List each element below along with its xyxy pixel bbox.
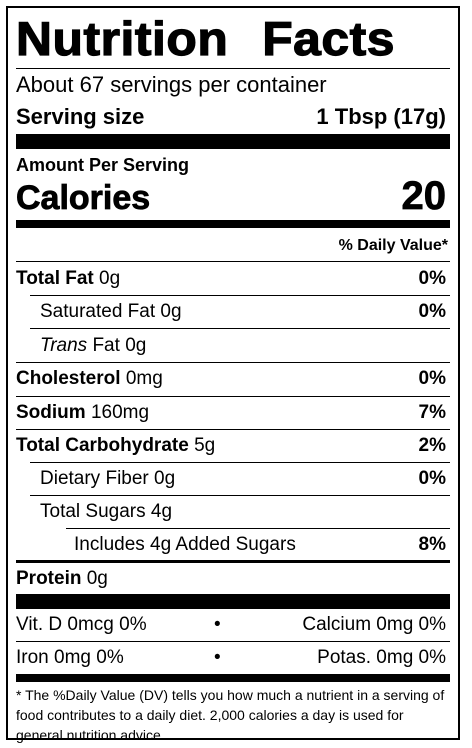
nutrient-row-trans-fat: Trans Fat 0g [40,333,450,359]
divider [30,328,450,329]
nutrient-amount: 4g [150,501,173,522]
divider [66,528,450,529]
nutrient-row-total-carbohydrate: Total Carbohydrate 5g 2% [16,433,450,459]
divider [30,295,450,296]
serving-size-value: 1 Tbsp (17g) [316,104,446,129]
nutrient-row-total-fat: Total Fat 0g 0% [16,266,450,292]
divider [16,68,450,69]
calories-row: Calories 20 [16,172,450,219]
nutrient-amount: 0g [160,301,182,322]
nutrient-label: Total Carbohydrate [16,435,189,456]
bullet-separator: • [214,647,221,668]
nutrient-row-saturated-fat: Saturated Fat 0g 0% [40,299,450,325]
label-title: Nutrition Facts [15,11,472,66]
nutrient-daily-value: 8% [418,534,446,555]
serving-size-row: Serving size 1 Tbsp (17g) [16,104,450,130]
nutrient-amount: 0g [86,568,108,589]
nutrient-row-sodium: Sodium 160mg 7% [16,400,450,426]
nutrition-facts-label: Nutrition Facts About 67 servings per con… [6,6,460,743]
divider [30,462,450,463]
divider [30,495,450,496]
micronutrient-iron: Iron 0mg 0% [16,647,124,668]
nutrient-label: Dietary Fiber [40,468,149,489]
nutrient-amount: 5g [194,435,216,456]
thick-divider [16,594,450,609]
daily-value-header-row: % Daily Value* [16,234,450,258]
amount-per-serving: Amount Per Serving [16,155,190,175]
micronutrient-row-1: Vit. D 0mcg 0% • Calcium 0mg 0% [16,612,450,638]
divider [16,396,450,397]
nutrient-label: Fat [92,335,120,356]
divider [16,429,450,430]
thick-divider [16,134,450,149]
micronutrient-row-2: Iron 0mg 0% • Potas. 0mg 0% [16,645,450,671]
nutrient-amount: 0mg [125,368,163,389]
nutrient-daily-value: 2% [418,435,446,456]
nutrient-label-italic: Trans [40,335,88,356]
nutrient-daily-value: 0% [418,268,446,289]
nutrient-label: Includes 4g Added Sugars [74,534,296,555]
nutrient-amount: 0g [99,268,121,289]
medium-thick-divider [16,220,450,228]
micronutrient-vit-d: Vit. D 0mcg 0% [16,614,147,635]
divider [16,362,450,363]
label-content: Nutrition Facts About 67 servings per con… [15,8,450,743]
divider [16,261,450,262]
servings-per-container: About 67 servings per container [16,72,327,97]
nutrient-row-cholesterol: Cholesterol 0mg 0% [16,366,450,392]
calories-value: 20 [401,174,446,219]
nutrient-amount: 160mg [90,402,150,423]
nutrient-daily-value: 7% [418,402,446,423]
medium-thick-divider [16,674,450,682]
micronutrient-calcium: Calcium 0mg 0% [302,614,446,635]
nutrient-daily-value: 0% [418,468,446,489]
nutrient-label: Cholesterol [16,368,121,389]
daily-value-footnote: * The %Daily Value (DV) tells you how mu… [16,687,445,743]
nutrient-amount: 0g [125,335,147,356]
daily-value-header: % Daily Value* [338,237,448,254]
nutrient-row-added-sugars: Includes 4g Added Sugars 8% [74,532,450,558]
divider [16,560,450,563]
nutrient-daily-value: 0% [418,301,446,322]
nutrient-daily-value: 0% [418,368,446,389]
nutrient-row-dietary-fiber: Dietary Fiber 0g 0% [40,466,450,492]
title-word-facts: Facts [262,11,396,65]
micronutrient-potassium: Potas. 0mg 0% [317,647,446,668]
divider [16,641,450,642]
nutrient-label: Saturated Fat [40,301,156,322]
nutrient-row-total-sugars: Total Sugars 4g [40,499,450,525]
nutrient-row-protein: Protein 0g [16,566,450,592]
bullet-separator: • [214,614,221,635]
nutrient-label: Protein [16,568,82,589]
nutrient-amount: 0g [154,468,176,489]
nutrient-label: Total Fat [16,268,94,289]
nutrient-label: Total Sugars [40,501,146,522]
serving-size-label: Serving size [16,104,145,129]
title-word-nutrition: Nutrition [15,11,229,65]
calories-label: Calories [16,179,151,218]
nutrient-label: Sodium [16,402,86,423]
